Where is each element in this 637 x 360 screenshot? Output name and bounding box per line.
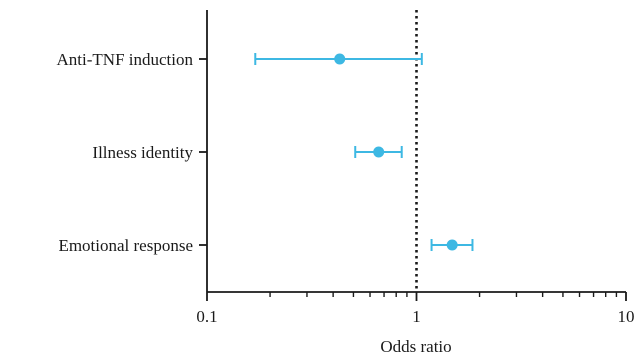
- category-label: Emotional response: [58, 236, 193, 255]
- x-axis-title: Odds ratio: [380, 337, 451, 356]
- plot-row: [254, 53, 423, 65]
- plot-row: [430, 239, 474, 251]
- x-tick-label: 1: [412, 307, 421, 326]
- x-tick-label: 10: [618, 307, 635, 326]
- category-label: Anti-TNF induction: [57, 50, 194, 69]
- plot-rows: [254, 53, 474, 251]
- estimate-point: [334, 53, 346, 65]
- y-axis: Anti-TNF induction Illness identity Emotio…: [57, 10, 208, 292]
- estimate-point: [446, 239, 458, 251]
- x-tick-label: 0.1: [196, 307, 217, 326]
- estimate-point: [373, 146, 385, 158]
- plot-row: [354, 146, 403, 158]
- x-axis: 0.1 1 10: [196, 291, 635, 326]
- category-label: Illness identity: [92, 143, 193, 162]
